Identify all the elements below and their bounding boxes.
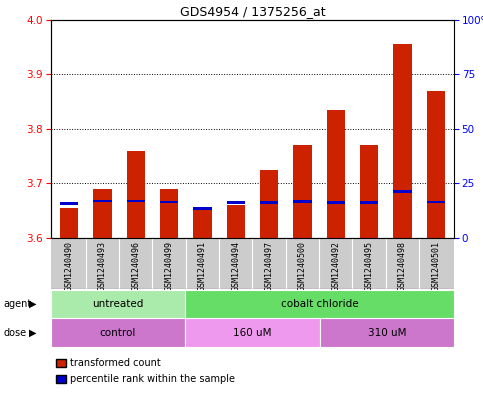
Text: agent: agent bbox=[4, 299, 32, 309]
Bar bbox=[426, 90, 445, 238]
Text: GSM1240495: GSM1240495 bbox=[365, 241, 373, 291]
Bar bbox=[160, 189, 178, 238]
Text: untreated: untreated bbox=[92, 299, 143, 309]
Bar bbox=[293, 145, 312, 238]
Text: GSM1240499: GSM1240499 bbox=[165, 241, 173, 291]
Text: ▶: ▶ bbox=[29, 299, 37, 309]
Text: GSM1240497: GSM1240497 bbox=[265, 241, 273, 291]
Bar bbox=[193, 207, 212, 210]
Text: 310 uM: 310 uM bbox=[368, 328, 406, 338]
Bar bbox=[227, 201, 245, 204]
Bar bbox=[160, 201, 178, 204]
Text: ▶: ▶ bbox=[29, 328, 37, 338]
Bar bbox=[227, 205, 245, 238]
Bar bbox=[393, 44, 412, 238]
Bar bbox=[185, 290, 454, 318]
Text: GSM1240493: GSM1240493 bbox=[98, 241, 107, 291]
Bar bbox=[360, 145, 378, 238]
Bar bbox=[193, 208, 212, 238]
Bar bbox=[320, 318, 454, 347]
Bar bbox=[60, 202, 78, 204]
Text: GSM1240498: GSM1240498 bbox=[398, 241, 407, 291]
Bar bbox=[93, 189, 112, 238]
Text: dose: dose bbox=[4, 328, 27, 338]
Bar bbox=[51, 238, 454, 289]
Text: GSM1240500: GSM1240500 bbox=[298, 241, 307, 291]
Bar bbox=[393, 190, 412, 193]
Text: GSM1240501: GSM1240501 bbox=[431, 241, 440, 291]
Text: percentile rank within the sample: percentile rank within the sample bbox=[70, 374, 235, 384]
Bar bbox=[51, 318, 185, 347]
Bar bbox=[60, 208, 78, 238]
Text: 160 uM: 160 uM bbox=[233, 328, 271, 338]
Bar bbox=[260, 201, 278, 204]
Title: GDS4954 / 1375256_at: GDS4954 / 1375256_at bbox=[180, 6, 325, 18]
Bar bbox=[127, 151, 145, 238]
Text: control: control bbox=[100, 328, 136, 338]
Bar bbox=[93, 200, 112, 202]
Text: GSM1240496: GSM1240496 bbox=[131, 241, 140, 291]
Text: GSM1240494: GSM1240494 bbox=[231, 241, 240, 291]
Text: GSM1240490: GSM1240490 bbox=[65, 241, 73, 291]
Bar bbox=[327, 110, 345, 238]
Bar bbox=[293, 200, 312, 203]
Text: cobalt chloride: cobalt chloride bbox=[281, 299, 358, 309]
Bar bbox=[360, 201, 378, 204]
Text: GSM1240491: GSM1240491 bbox=[198, 241, 207, 291]
Text: GSM1240492: GSM1240492 bbox=[331, 241, 340, 291]
Bar bbox=[426, 201, 445, 204]
Bar bbox=[327, 201, 345, 204]
Bar bbox=[260, 170, 278, 238]
Text: transformed count: transformed count bbox=[70, 358, 161, 368]
Bar bbox=[185, 318, 320, 347]
Bar bbox=[127, 200, 145, 202]
Bar bbox=[51, 290, 185, 318]
